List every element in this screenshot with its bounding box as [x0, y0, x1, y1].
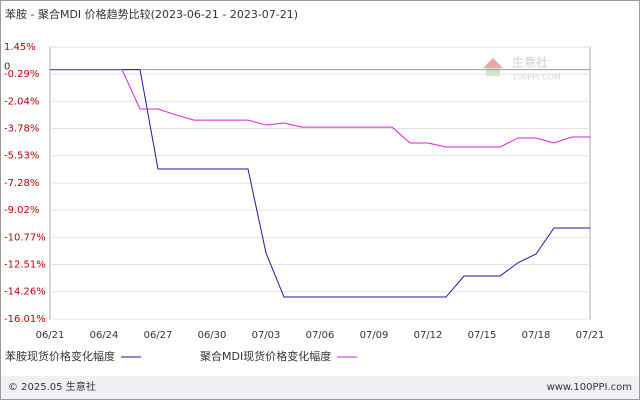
series-line	[50, 69, 590, 298]
x-tick-label: 07/21	[576, 330, 605, 341]
x-tick-label: 06/30	[198, 330, 227, 341]
y-tick-label: -3.78%	[4, 123, 39, 134]
watermark-site: 100PPI.COM	[512, 73, 561, 82]
chart-title: 苯胺 - 聚合MDI 价格趋势比较(2023-06-21 - 2023-07-2…	[5, 7, 298, 21]
x-tick-label: 06/27	[144, 330, 173, 341]
y-tick-label: -9.02%	[4, 205, 39, 216]
x-tick-label: 07/15	[468, 330, 497, 341]
x-tick-label: 07/12	[414, 330, 443, 341]
x-tick-label: 07/18	[522, 330, 551, 341]
y-tick-label: -2.04%	[4, 96, 39, 107]
x-tick-label: 06/24	[90, 330, 119, 341]
x-tick-label: 07/06	[306, 330, 335, 341]
zero-label: 0	[4, 62, 10, 73]
y-tick-label: -14.26%	[4, 287, 46, 298]
watermark-name: 生意社	[512, 55, 548, 70]
y-tick-label: -5.53%	[4, 151, 39, 162]
x-tick-label: 07/09	[360, 330, 389, 341]
footer-left: © 2025.05 生意社	[8, 380, 96, 393]
footer-bar	[1, 376, 639, 399]
watermark: 生意社 100PPI.COM	[483, 55, 561, 82]
x-tick-label: 06/21	[36, 330, 65, 341]
legend-label: 聚合MDI现货价格变化幅度	[200, 349, 331, 363]
y-tick-label: -12.51%	[4, 259, 46, 270]
series-line	[50, 69, 590, 148]
y-tick-label: -0.29%	[4, 69, 39, 80]
legend-label: 苯胺现货价格变化幅度	[5, 349, 115, 363]
x-tick-label: 07/03	[252, 330, 281, 341]
y-tick-label: 1.45%	[4, 42, 36, 53]
footer-right: www.100PPI.com	[547, 382, 632, 393]
y-tick-label: -16.01%	[4, 314, 46, 325]
y-tick-label: -10.77%	[4, 232, 46, 243]
y-tick-label: -7.28%	[4, 178, 39, 189]
